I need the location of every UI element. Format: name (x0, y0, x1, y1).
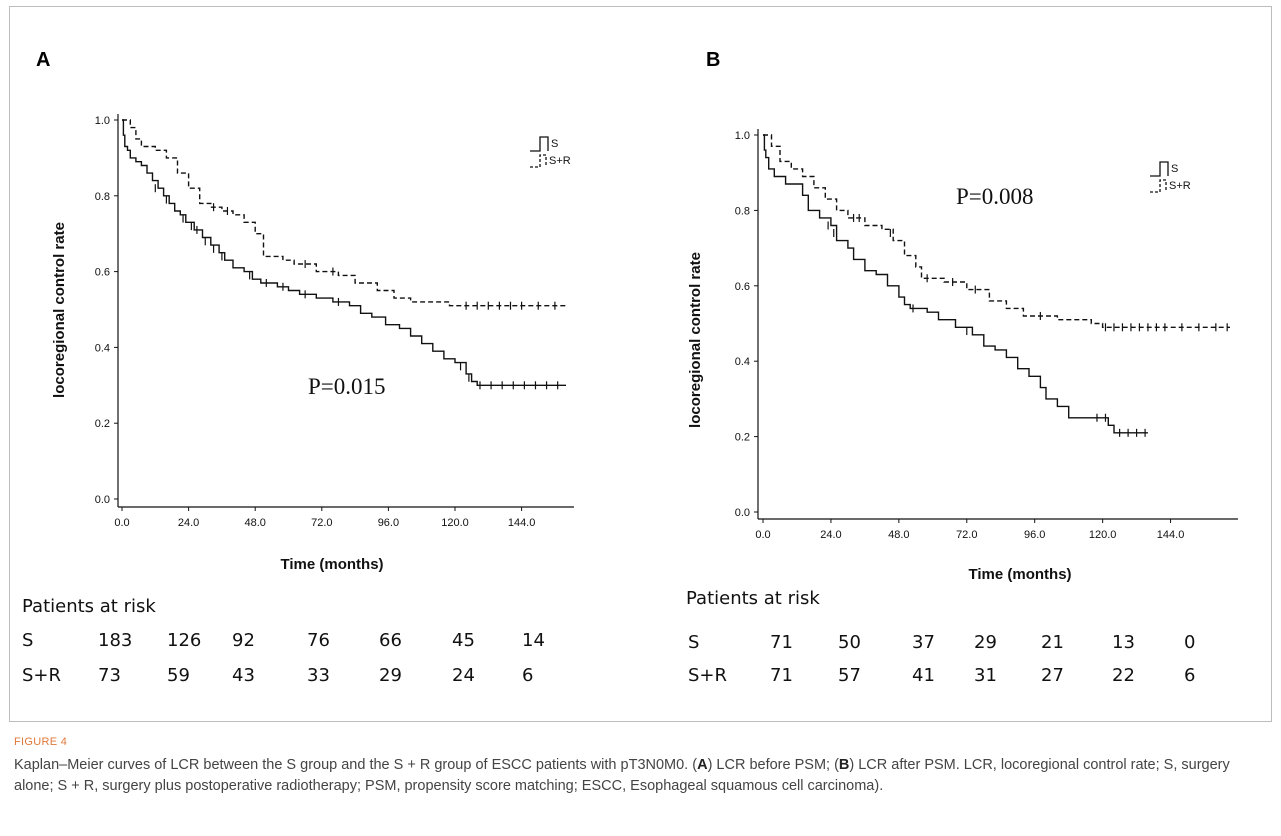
risk-value: 37 (912, 632, 935, 653)
caption-text: ) LCR after PSM. LCR, locoregional contr… (14, 757, 1230, 794)
y-axis-label: locoregional control rate (51, 222, 68, 398)
risk-row-sr-a: S+R 73 59 43 33 29 24 6 (22, 665, 622, 689)
risk-value: 27 (1041, 665, 1064, 686)
risk-value: 24 (452, 665, 475, 686)
km-plot-a: 0.0 0.2 0.4 0.6 0.8 1.0 0.0 24.0 48.0 72.0 96.0 120… (51, 114, 574, 573)
x-tick-label: 96.0 (378, 517, 399, 529)
risk-value: 57 (838, 665, 861, 686)
caption-panel-ref: A (697, 757, 708, 773)
legend-label-sr: S+R (549, 155, 571, 167)
risk-value: 6 (1184, 665, 1196, 686)
x-tick-label: 0.0 (755, 529, 770, 541)
x-tick-label: 144.0 (508, 517, 536, 529)
risk-value: 43 (232, 665, 255, 686)
legend-symbol-sr (530, 154, 547, 168)
risk-row-sr-b: S+R 71 57 41 31 27 22 6 (660, 665, 1270, 689)
km-curve-sr (122, 119, 566, 307)
km-curve-s (763, 134, 1148, 434)
risk-value: 29 (379, 665, 402, 686)
x-tick-label: 120.0 (1089, 529, 1117, 541)
figure-frame (9, 6, 1272, 722)
legend-symbol-s (530, 136, 549, 152)
km-curve-sr (763, 134, 1230, 328)
risk-value: 73 (98, 665, 121, 686)
x-tick-label: 24.0 (178, 517, 199, 529)
x-tick-label: 120.0 (441, 517, 469, 529)
risk-value: 59 (167, 665, 190, 686)
risk-row-label: S (22, 630, 34, 651)
x-tick-label: 96.0 (1024, 529, 1045, 541)
risk-value: 92 (232, 630, 255, 651)
risk-row-s-a: S 183 126 92 76 66 45 14 (22, 630, 622, 654)
legend-symbol-s (1150, 161, 1169, 177)
caption-text: ) LCR before PSM; ( (707, 757, 839, 773)
risk-value: 29 (974, 632, 997, 653)
risk-value: 14 (522, 630, 545, 651)
p-value-annotation: P=0.015 (308, 374, 386, 399)
y-tick-label: 1.0 (735, 130, 750, 142)
y-tick-label: 0.6 (735, 281, 750, 293)
x-tick-label: 72.0 (311, 517, 332, 529)
risk-value: 183 (98, 630, 133, 651)
risk-row-s-b: S 71 50 37 29 21 13 0 (660, 632, 1270, 656)
legend-label-sr: S+R (1169, 180, 1191, 192)
risk-value: 13 (1112, 632, 1135, 653)
risk-value: 76 (307, 630, 330, 651)
caption-text: Kaplan–Meier curves of LCR between the S… (14, 757, 698, 773)
y-tick-label: 0.8 (735, 205, 750, 217)
risk-row-label: S (688, 632, 700, 653)
legend-symbol-sr (1150, 179, 1167, 193)
y-tick-label: 0.8 (95, 191, 110, 203)
x-tick-label: 72.0 (956, 529, 977, 541)
x-tick-label: 48.0 (888, 529, 909, 541)
panel-b: B 0.0 0.2 0.4 0.6 0.8 1.0 0.0 24.0 48.0 72.0 96.0 1… (660, 40, 1270, 720)
panel-a-letter: A (36, 49, 51, 71)
y-axis-label: locoregional control rate (687, 252, 704, 428)
km-plot-b: 0.0 0.2 0.4 0.6 0.8 1.0 0.0 24.0 48.0 72.0 96.0 120… (687, 129, 1238, 583)
y-tick-label: 0.2 (95, 418, 110, 430)
figure-caption: Kaplan–Meier curves of LCR between the S… (14, 755, 1266, 796)
risk-row-label: S+R (688, 665, 728, 686)
risk-table-title-a: Patients at risk (22, 596, 156, 617)
risk-value: 50 (838, 632, 861, 653)
risk-table-title-b: Patients at risk (686, 588, 820, 609)
legend-label-s: S (1171, 163, 1178, 175)
risk-value: 45 (452, 630, 475, 651)
x-axis-label: Time (months) (968, 566, 1071, 583)
km-curve-s (122, 119, 566, 386)
risk-value: 33 (307, 665, 330, 686)
risk-value: 41 (912, 665, 935, 686)
risk-value: 6 (522, 665, 534, 686)
figure-number-label: FIGURE 4 (14, 736, 68, 748)
legend-label-s: S (551, 138, 558, 150)
risk-value: 71 (770, 632, 793, 653)
y-tick-label: 0.0 (95, 494, 110, 506)
panel-b-letter: B (706, 49, 721, 71)
risk-value: 22 (1112, 665, 1135, 686)
x-tick-label: 24.0 (820, 529, 841, 541)
risk-value: 71 (770, 665, 793, 686)
y-tick-label: 0.2 (735, 432, 750, 444)
x-axis-label: Time (months) (280, 556, 383, 573)
p-value-annotation: P=0.008 (956, 184, 1034, 209)
panel-a: A 0.0 0.2 0.4 0.6 0.8 1.0 0.0 24.0 48.0 72.0 96.0 1… (22, 40, 622, 720)
risk-value: 66 (379, 630, 402, 651)
y-tick-label: 1.0 (95, 115, 110, 127)
y-tick-label: 0.4 (735, 356, 750, 368)
risk-row-label: S+R (22, 665, 62, 686)
risk-value: 126 (167, 630, 202, 651)
y-tick-label: 0.6 (95, 267, 110, 279)
risk-value: 31 (974, 665, 997, 686)
caption-panel-ref: B (838, 757, 850, 773)
x-tick-label: 48.0 (244, 517, 265, 529)
risk-value: 0 (1184, 632, 1196, 653)
x-tick-label: 144.0 (1157, 529, 1185, 541)
x-tick-label: 0.0 (114, 517, 129, 529)
risk-value: 21 (1041, 632, 1064, 653)
y-tick-label: 0.4 (95, 342, 110, 354)
y-tick-label: 0.0 (735, 507, 750, 519)
